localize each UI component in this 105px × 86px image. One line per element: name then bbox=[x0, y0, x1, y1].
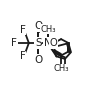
Text: CH₃: CH₃ bbox=[53, 64, 69, 73]
Text: F: F bbox=[20, 25, 26, 35]
Text: O: O bbox=[50, 38, 58, 48]
Text: O: O bbox=[34, 55, 42, 65]
Text: N: N bbox=[44, 38, 52, 48]
Text: F: F bbox=[11, 38, 17, 48]
Text: O: O bbox=[34, 55, 42, 65]
Text: CH₃: CH₃ bbox=[40, 25, 56, 34]
Text: CH₃: CH₃ bbox=[40, 25, 56, 34]
Text: S: S bbox=[35, 38, 42, 48]
Text: O: O bbox=[34, 21, 42, 31]
Text: O: O bbox=[34, 21, 42, 31]
Text: O: O bbox=[50, 38, 58, 48]
Text: S: S bbox=[35, 38, 42, 48]
Text: F: F bbox=[11, 38, 17, 48]
Text: F: F bbox=[20, 51, 26, 61]
Text: F: F bbox=[20, 51, 26, 61]
Text: F: F bbox=[20, 25, 26, 35]
Text: N: N bbox=[44, 38, 52, 48]
Text: CH₃: CH₃ bbox=[53, 64, 69, 73]
